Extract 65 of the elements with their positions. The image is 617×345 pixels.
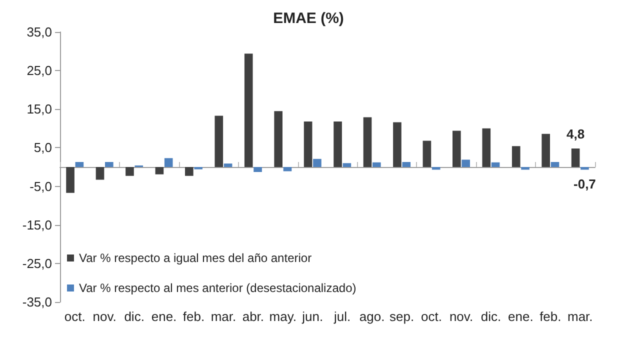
- bar: [313, 158, 322, 167]
- x-tick-label: mar.: [210, 309, 236, 324]
- bar: [304, 121, 312, 167]
- bar: [402, 162, 411, 167]
- bar: [334, 121, 342, 167]
- bar: [491, 162, 500, 167]
- x-tick-label: feb.: [540, 309, 562, 324]
- x-tick-label: nov.: [449, 309, 474, 324]
- bar: [482, 128, 491, 167]
- bar: [105, 162, 114, 167]
- bar: [214, 116, 224, 167]
- y-tick-label: 25,0: [26, 63, 52, 78]
- y-tick-label: -5,0: [30, 178, 52, 194]
- bar: [224, 164, 232, 167]
- bar: [542, 134, 550, 167]
- x-tick-label: ene.: [151, 309, 177, 324]
- bar: [283, 167, 292, 172]
- x-tick-label: dic.: [480, 309, 502, 324]
- x-tick-label: abr.: [242, 309, 264, 324]
- bar: [244, 54, 253, 167]
- bar: [274, 111, 282, 167]
- bar: [422, 140, 432, 167]
- x-tick-label: ene.: [508, 309, 534, 324]
- y-tick-label: 15,0: [26, 102, 52, 117]
- bar: [164, 158, 173, 167]
- bar: [342, 163, 352, 167]
- bar: [66, 167, 74, 193]
- bar: [363, 117, 372, 167]
- x-tick-label: feb.: [182, 309, 205, 324]
- bar: [550, 162, 560, 167]
- chart-title: EMAE (%): [273, 10, 344, 27]
- bar: [393, 122, 402, 167]
- x-tick-label: oct.: [64, 309, 86, 324]
- y-tick-label: -15,0: [22, 217, 52, 232]
- bar: [254, 167, 262, 172]
- y-tick-label: -35,0: [22, 294, 52, 310]
- bar: [512, 146, 520, 167]
- x-tick-label: oct.: [421, 309, 442, 324]
- data-label: -0,7: [574, 176, 596, 192]
- x-tick-label: nov.: [92, 309, 116, 324]
- bar: [452, 130, 461, 167]
- bar: [185, 167, 194, 176]
- bar: [75, 162, 84, 167]
- x-tick-label: jul.: [333, 309, 351, 324]
- bar: [580, 167, 589, 170]
- bar: [126, 167, 134, 176]
- bar: [571, 148, 580, 167]
- bar: [155, 167, 164, 174]
- x-tick-label: ago.: [359, 309, 385, 324]
- bar: [462, 160, 470, 167]
- bar: [521, 167, 530, 170]
- bar: [96, 167, 104, 180]
- y-tick-label: 5,0: [34, 140, 52, 156]
- y-tick-label: 35,0: [26, 24, 52, 40]
- x-tick-label: sep.: [390, 309, 414, 324]
- x-tick-label: jun.: [301, 309, 324, 324]
- bar: [372, 162, 381, 167]
- bar: [432, 167, 440, 170]
- x-tick-label: mar.: [567, 309, 593, 324]
- x-tick-label: dic.: [124, 309, 144, 324]
- legend-label: Var % respecto al mes anterior (desestacionalizado): [79, 281, 356, 295]
- y-tick-label: -25,0: [22, 256, 52, 271]
- x-tick-label: may.: [269, 309, 297, 324]
- legend-label: Var % respecto a igual mes del año anterior: [79, 251, 312, 265]
- data-label: 4,8: [566, 126, 585, 142]
